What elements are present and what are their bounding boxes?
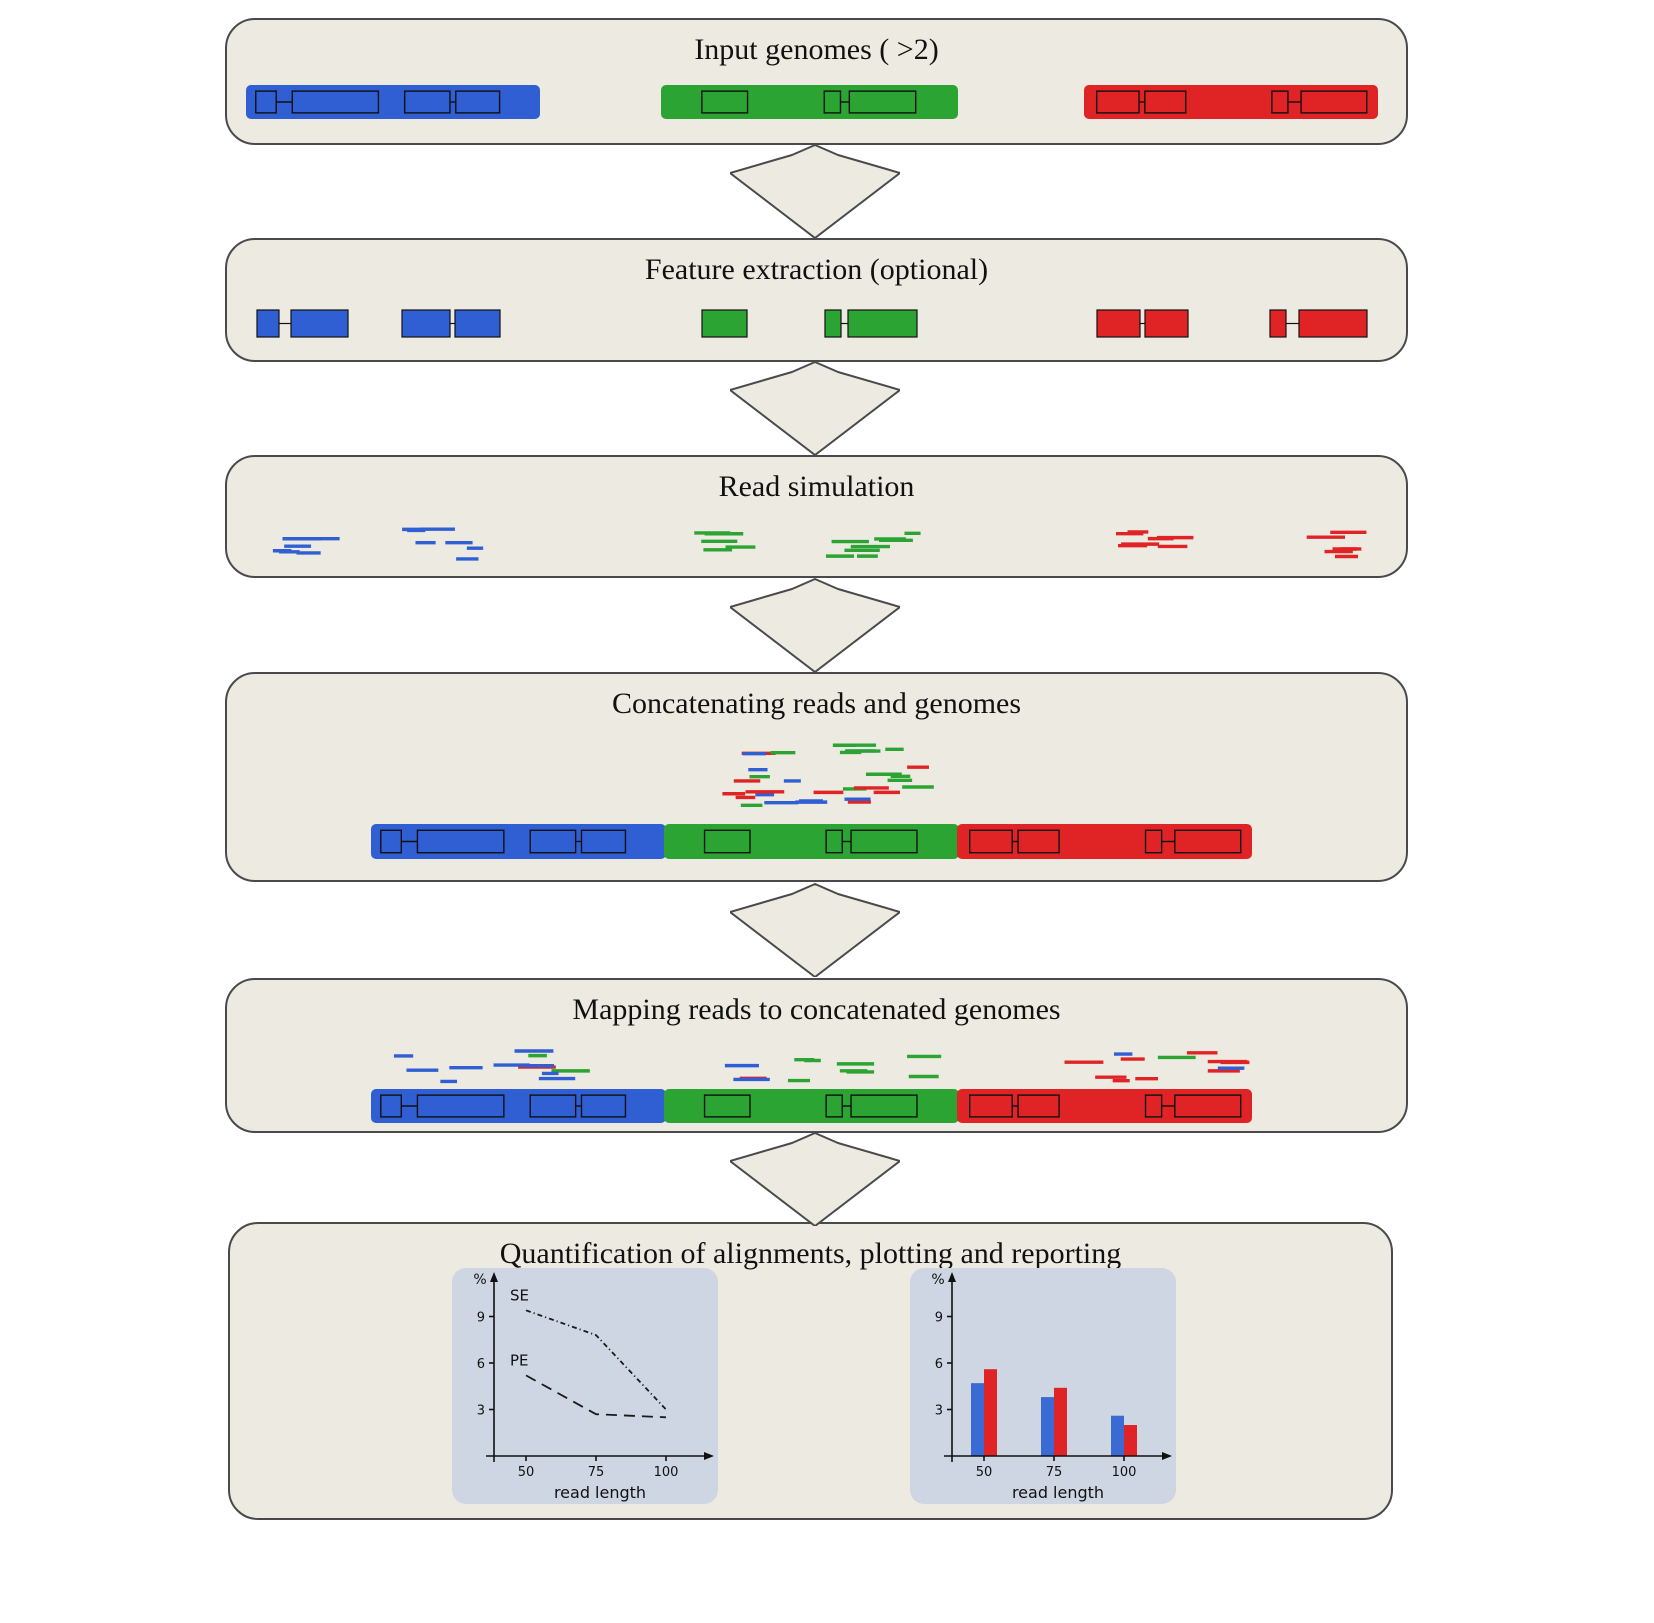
- svg-text:PE: PE: [510, 1351, 529, 1369]
- panel-quantification-title: Quantification of alignments, plotting a…: [499, 1237, 1122, 1270]
- panel-mapping: Mapping reads to concatenated genomes: [225, 978, 1408, 1133]
- flow-arrow-down-2: [730, 361, 900, 455]
- svg-text:%: %: [931, 1272, 944, 1288]
- svg-text:3: 3: [477, 1404, 485, 1419]
- svg-text:9: 9: [935, 1311, 943, 1326]
- svg-text:100: 100: [1112, 1465, 1137, 1480]
- mapping-rate-line-chart: % 3 6 9 50 75 100 read length SE PE: [473, 1272, 714, 1502]
- panel-input-genomes: Input genomes ( >2): [225, 18, 1408, 145]
- simulated-reads-illustration: [272, 527, 1367, 561]
- svg-text:75: 75: [588, 1465, 605, 1480]
- panel-feature-extraction: Feature extraction (optional): [225, 238, 1408, 362]
- extracted-features-illustration: [256, 309, 1368, 338]
- svg-text:SE: SE: [510, 1286, 529, 1304]
- mapped-reads-illustration: [371, 1049, 1252, 1123]
- svg-text:6: 6: [477, 1357, 485, 1372]
- flow-arrow-down-4: [730, 883, 900, 977]
- panel-feature-extraction-title: Feature extraction (optional): [644, 253, 989, 286]
- flow-arrow-down-5: [730, 1132, 900, 1226]
- line-chart-card: % 3 6 9 50 75 100 read length SE PE: [452, 1268, 718, 1504]
- svg-text:%: %: [473, 1272, 486, 1288]
- flow-arrow-down-1: [730, 144, 900, 238]
- panel-concatenation: Concatenating reads and genomes: [225, 672, 1408, 882]
- svg-text:75: 75: [1046, 1465, 1063, 1480]
- mapping-rate-bar-chart: % 3 6 9 50 75 100 read length: [931, 1272, 1172, 1502]
- svg-text:read length: read length: [1012, 1483, 1104, 1502]
- input-genomes-illustration: [246, 85, 1378, 119]
- panel-read-simulation: Read simulation: [225, 455, 1408, 578]
- panel-read-simulation-title: Read simulation: [718, 470, 915, 503]
- svg-text:9: 9: [477, 1311, 485, 1326]
- bar-chart-card: % 3 6 9 50 75 100 read length: [910, 1268, 1176, 1504]
- svg-text:3: 3: [935, 1404, 943, 1419]
- svg-text:read length: read length: [554, 1483, 646, 1502]
- panel-mapping-title: Mapping reads to concatenated genomes: [572, 993, 1061, 1026]
- panel-input-genomes-title: Input genomes ( >2): [694, 33, 939, 66]
- flow-arrow-down-3: [730, 578, 900, 672]
- svg-text:6: 6: [935, 1357, 943, 1372]
- svg-text:50: 50: [518, 1465, 535, 1480]
- svg-text:50: 50: [976, 1465, 993, 1480]
- svg-text:100: 100: [654, 1465, 679, 1480]
- concatenated-genome-illustration: [371, 743, 1252, 859]
- panel-quantification: Quantification of alignments, plotting a…: [228, 1222, 1393, 1520]
- panel-concatenation-title: Concatenating reads and genomes: [611, 687, 1022, 720]
